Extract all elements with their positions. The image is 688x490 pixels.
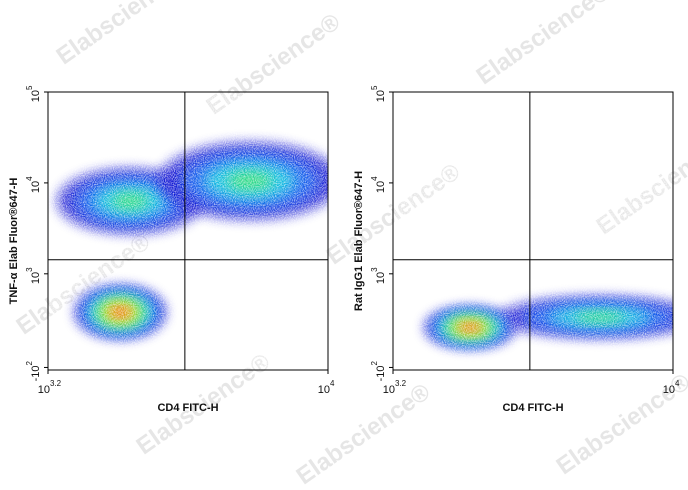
- y-tick-power: 2: [370, 360, 379, 365]
- y-tick-label: -10: [30, 365, 42, 381]
- y-tick-group: 103: [25, 267, 42, 284]
- density-layer: [393, 92, 673, 370]
- x-tick-label: 10: [663, 384, 675, 396]
- y-tick-label: 10: [375, 272, 387, 284]
- y-tick-label: 10: [375, 90, 387, 102]
- y-tick-power: 4: [370, 176, 379, 181]
- y-tick-label: 10: [30, 90, 42, 102]
- y-axis-title: TNF-α Elab Fluor®647-H: [8, 178, 20, 305]
- x-tick-power: 3.2: [50, 379, 62, 388]
- y-tick-group: 105: [25, 85, 42, 102]
- axes-frame: [392, 91, 674, 371]
- grain: [48, 92, 328, 370]
- y-tick-power: 3: [25, 267, 34, 272]
- y-tick-power: 4: [25, 176, 34, 181]
- y-tick-label: 10: [375, 181, 387, 193]
- watermark: Elabscience®: [472, 0, 616, 90]
- y-tick-power: 5: [370, 85, 379, 90]
- y-tick-group: -102: [25, 360, 42, 381]
- y-tick-group: 104: [25, 176, 42, 193]
- y-tick-label: 10: [30, 272, 42, 284]
- x-tick-power: 4: [675, 379, 680, 388]
- y-tick-label: -10: [375, 365, 387, 381]
- y-tick-power: 5: [25, 85, 34, 90]
- x-tick-label: 10: [38, 384, 50, 396]
- x-axis-title: CD4 FITC-H: [502, 402, 563, 414]
- y-tick-label: 10: [30, 181, 42, 193]
- watermark: Elabscience®: [292, 378, 436, 490]
- y-axis-title: Rat IgG1 Elab Fluor®647-H: [353, 171, 365, 311]
- density-layer: [48, 92, 328, 370]
- y-tick-power: 2: [25, 360, 34, 365]
- watermark: Elabscience®: [52, 0, 196, 70]
- x-tick-label: 10: [383, 384, 395, 396]
- y-tick-group: 104: [370, 176, 387, 193]
- x-tick-power: 3.2: [395, 379, 407, 388]
- y-tick-group: 105: [370, 85, 387, 102]
- y-tick-group: -102: [370, 360, 387, 381]
- x-tick-label: 10: [318, 384, 330, 396]
- x-tick-power: 4: [330, 379, 335, 388]
- y-tick-power: 3: [370, 267, 379, 272]
- axes-frame: [47, 91, 329, 371]
- y-tick-group: 103: [370, 267, 387, 284]
- x-axis-title: CD4 FITC-H: [157, 402, 218, 414]
- grain: [393, 92, 673, 370]
